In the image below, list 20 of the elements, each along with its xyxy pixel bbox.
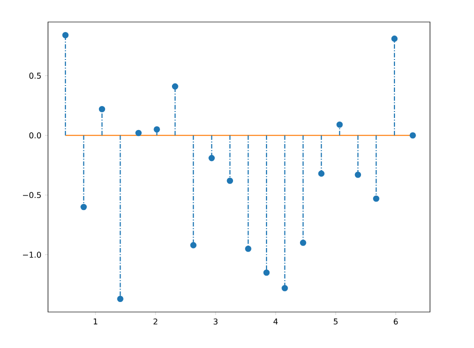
point [318,170,324,177]
point [410,132,416,139]
point [336,121,343,128]
point [263,269,270,276]
point [226,178,234,184]
point [80,204,87,210]
point [373,195,380,202]
point [208,154,215,162]
point [300,240,306,246]
point [172,83,178,90]
point [117,296,124,302]
point [62,32,69,38]
point [98,106,106,112]
point [391,36,398,42]
point [245,246,252,252]
point [135,130,142,136]
point [154,126,160,133]
point [190,242,197,248]
point [354,172,362,178]
point [282,284,288,292]
